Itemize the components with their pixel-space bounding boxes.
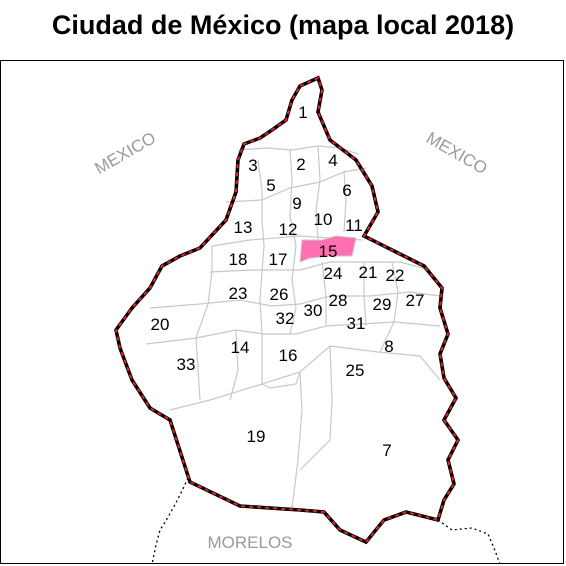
district-label-11: 11	[345, 216, 363, 235]
district-label-15: 15	[319, 242, 338, 261]
district-label-19: 19	[247, 427, 266, 446]
district-label-3: 3	[248, 156, 257, 175]
district-label-23: 23	[229, 284, 248, 303]
neighbor-state-label: MEXICO	[423, 128, 491, 178]
district-label-30: 30	[304, 301, 323, 320]
map-frame	[0, 60, 564, 564]
district-label-5: 5	[266, 176, 275, 195]
district-label-1: 1	[298, 103, 307, 122]
district-label-16: 16	[279, 346, 298, 365]
district-label-26: 26	[270, 285, 289, 304]
district-label-25: 25	[346, 361, 365, 380]
district-label-2: 2	[296, 155, 305, 174]
district-label-29: 29	[373, 295, 392, 314]
city-outer-boundary-dash	[114, 76, 460, 544]
district-label-10: 10	[314, 210, 333, 229]
district-label-27: 27	[406, 291, 425, 310]
state-boundary-dotted	[151, 477, 189, 565]
district-label-12: 12	[279, 220, 298, 239]
neighbor-state-label: MORELOS	[207, 533, 292, 552]
district-label-17: 17	[269, 250, 288, 269]
district-label-6: 6	[342, 181, 351, 200]
district-label-4: 4	[328, 151, 337, 170]
district-label-9: 9	[292, 194, 301, 213]
district-label-7: 7	[382, 441, 391, 460]
district-label-18: 18	[229, 250, 248, 269]
district-label-24: 24	[324, 264, 343, 283]
district-label-32: 32	[276, 309, 295, 328]
neighbor-state-label: MEXICO	[91, 128, 159, 178]
district-label-31: 31	[347, 314, 366, 333]
district-label-21: 21	[359, 263, 378, 282]
district-label-14: 14	[231, 338, 250, 357]
district-15-shape	[299, 235, 357, 263]
district-label-33: 33	[177, 355, 196, 374]
district-label-28: 28	[329, 291, 348, 310]
state-boundary-dotted	[437, 519, 501, 565]
district-label-13: 13	[234, 218, 253, 237]
district-label-20: 20	[151, 315, 170, 334]
district-label-8: 8	[384, 337, 393, 356]
district-label-22: 22	[386, 266, 405, 285]
map-title: Ciudad de México (mapa local 2018)	[51, 10, 515, 40]
